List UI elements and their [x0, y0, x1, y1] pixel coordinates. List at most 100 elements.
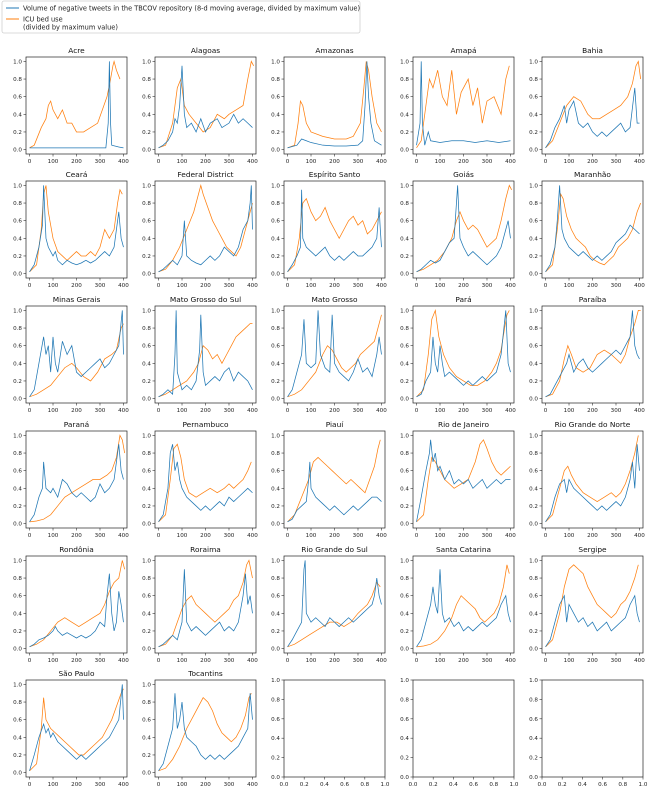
y-tick-label: 0.6 — [400, 469, 409, 475]
y-tick-label: 0.8 — [400, 201, 409, 207]
y-tick-label: 0.2 — [13, 629, 22, 635]
y-tick-label: 0.8 — [271, 697, 280, 703]
y-tick-label: 0.2 — [13, 504, 22, 510]
x-tick-label: 200 — [71, 159, 82, 165]
y-tick-label: 0.6 — [13, 344, 22, 350]
x-tick-label: 100 — [177, 159, 188, 165]
x-tick-label: 400 — [118, 658, 129, 664]
panel-mato-grosso: Mato Grosso 0.0 0.2 0.4 0.6 0.8 1.0 0 100 200 300 4… — [271, 295, 387, 414]
y-tick-label: 1.0 — [13, 308, 22, 314]
panel-goias: Goiás 0.0 0.2 0.4 0.6 0.8 1.0 0 100 200 300 400 — [400, 170, 516, 289]
axes-frame — [25, 430, 128, 529]
x-tick-label: 300 — [611, 408, 622, 414]
panel-minas-gerais: Minas Gerais 0.0 0.2 0.4 0.6 0.8 1.0 0 100 200 300… — [13, 295, 129, 414]
x-tick-label: 0.6 — [598, 782, 607, 788]
axes-frame — [283, 180, 386, 279]
x-tick-label: 0.4 — [449, 782, 458, 788]
y-tick-label: 0.6 — [142, 469, 151, 475]
y-tick-label: 0.2 — [529, 756, 538, 762]
y-tick-label: 0.2 — [271, 130, 280, 136]
y-tick-label: 0.4 — [271, 486, 280, 492]
axes-frame — [25, 679, 128, 778]
panel-title: Rio Grande do Sul — [301, 545, 368, 554]
y-tick-label: 0.6 — [142, 344, 151, 350]
x-tick-label: 400 — [118, 159, 129, 165]
y-tick-label: 0.8 — [271, 326, 280, 332]
icu-line — [158, 60, 254, 149]
x-tick-label: 0 — [157, 283, 161, 289]
x-tick-label: 0 — [544, 533, 548, 539]
x-tick-label: 100 — [564, 533, 575, 539]
y-tick-label: 1.0 — [142, 433, 151, 439]
x-tick-label: 0 — [544, 658, 548, 664]
y-tick-label: 0.8 — [142, 326, 151, 332]
tweets-line — [416, 185, 511, 273]
y-tick-label: 0.8 — [529, 697, 538, 703]
legend-icu-line2: (divided by maximum value) — [23, 23, 118, 31]
axes-frame — [412, 56, 515, 155]
y-tick-label: 0.4 — [529, 361, 538, 367]
x-tick-label: 400 — [376, 658, 387, 664]
axes-frame — [25, 56, 128, 155]
panel-espirito-santo: Espírito Santo 0.0 0.2 0.4 0.6 0.8 1.0 0 100 200 3… — [271, 170, 387, 289]
y-tick-label: 0.6 — [271, 717, 280, 723]
x-tick-label: 0.0 — [280, 782, 289, 788]
x-tick-label: 200 — [200, 782, 211, 788]
tweets-line — [158, 310, 253, 398]
x-tick-label: 100 — [435, 658, 446, 664]
x-tick-label: 0.8 — [618, 782, 627, 788]
x-tick-label: 0.8 — [360, 782, 369, 788]
x-tick-label: 0 — [157, 782, 161, 788]
y-tick-label: 1.0 — [400, 558, 409, 564]
y-tick-label: 0.0 — [13, 771, 22, 777]
y-tick-label: 1.0 — [400, 433, 409, 439]
y-tick-label: 0.6 — [529, 344, 538, 350]
x-tick-label: 300 — [95, 533, 106, 539]
y-tick-label: 0.0 — [529, 647, 538, 653]
y-tick-label: 0.8 — [13, 77, 22, 83]
y-tick-label: 1.0 — [529, 558, 538, 564]
tweets-line — [29, 61, 124, 149]
panel-title: Ceará — [66, 170, 88, 179]
y-tick-label: 0.6 — [529, 717, 538, 723]
y-tick-label: 0.4 — [271, 736, 280, 742]
tweets-line — [287, 61, 382, 149]
panel-title: Alagoas — [191, 46, 220, 55]
legend-tweets-label: Volume of negative tweets in the TBCOV r… — [23, 4, 360, 12]
icu-line — [416, 184, 512, 273]
y-tick-label: 1.0 — [142, 682, 151, 688]
panel-title: Rio Grande do Norte — [555, 420, 631, 429]
y-tick-label: 0.2 — [142, 504, 151, 510]
x-tick-label: 300 — [611, 159, 622, 165]
x-tick-label: 0 — [286, 283, 290, 289]
axes-frame — [412, 180, 515, 279]
x-tick-label: 200 — [71, 782, 82, 788]
y-tick-label: 0.2 — [271, 379, 280, 385]
y-tick-label: 1.0 — [13, 682, 22, 688]
y-tick-label: 0.0 — [529, 397, 538, 403]
y-tick-label: 0.8 — [271, 201, 280, 207]
panel-tocantins: Tocantins 0.0 0.2 0.4 0.6 0.8 1.0 0 100 200 300 400 — [142, 669, 258, 788]
y-tick-label: 0.8 — [529, 77, 538, 83]
axes-frame — [412, 305, 515, 404]
x-tick-label: 200 — [458, 408, 469, 414]
x-tick-label: 0.2 — [300, 782, 309, 788]
icu-line — [29, 323, 124, 398]
axes-frame — [283, 56, 386, 155]
y-tick-label: 0.8 — [13, 451, 22, 457]
y-tick-label: 0.0 — [400, 148, 409, 154]
y-tick-label: 0.6 — [13, 469, 22, 475]
y-tick-label: 0.4 — [529, 112, 538, 118]
x-tick-label: 200 — [587, 658, 598, 664]
y-tick-label: 1.0 — [142, 183, 151, 189]
y-tick-label: 1.0 — [13, 59, 22, 65]
axes-frame — [25, 555, 128, 654]
y-tick-label: 0.0 — [529, 272, 538, 278]
x-tick-label: 200 — [200, 533, 211, 539]
x-tick-label: 0 — [544, 408, 548, 414]
x-tick-label: 100 — [177, 533, 188, 539]
x-tick-label: 100 — [306, 408, 317, 414]
y-tick-label: 0.4 — [142, 112, 151, 118]
x-tick-label: 1.0 — [510, 782, 519, 788]
y-tick-label: 0.6 — [13, 718, 22, 724]
